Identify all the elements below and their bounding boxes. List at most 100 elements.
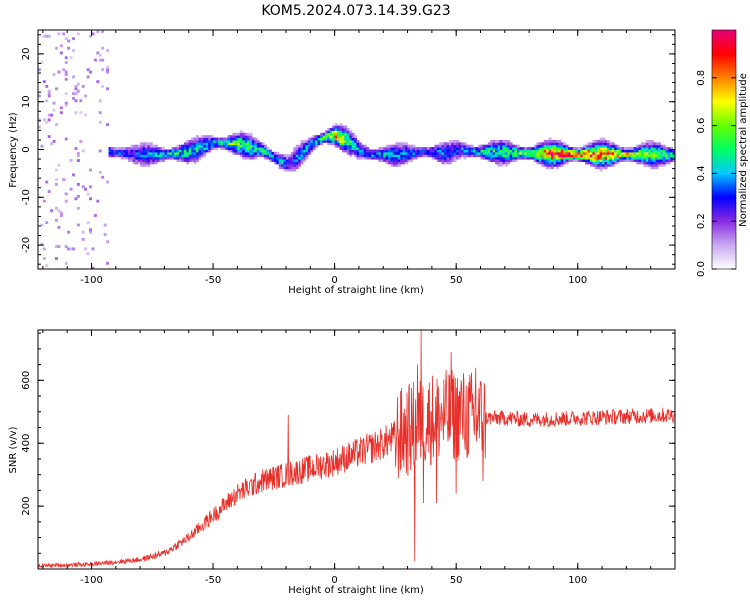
heatmap-cell — [203, 144, 207, 148]
heatmap-cell — [383, 154, 387, 158]
heatmap-cell — [650, 147, 654, 150]
heatmap-cell — [631, 149, 635, 153]
heatmap-cell — [327, 127, 331, 131]
heatmap-cell — [657, 159, 661, 162]
heatmap-cell — [616, 144, 620, 148]
heatmap-cell — [346, 144, 350, 148]
heatmap-cell — [631, 151, 635, 155]
heatmap-cell — [152, 159, 156, 162]
heatmap-cell — [395, 156, 399, 160]
heatmap-cell — [312, 147, 316, 150]
heatmap-cell — [621, 147, 625, 150]
heatmap-cell — [604, 156, 608, 160]
heatmap-cell — [198, 151, 202, 155]
heatmap-cell — [657, 149, 661, 153]
heatmap-cell — [303, 144, 306, 148]
heatmap-cell — [295, 151, 299, 155]
heatmap-cell — [176, 147, 180, 150]
heatmap-cell — [337, 127, 340, 131]
heatmap-cell — [329, 139, 333, 143]
heatmap-cell — [268, 151, 272, 155]
heatmap-cell — [300, 159, 304, 162]
heatmap-cell — [451, 159, 455, 162]
heatmap-cell — [602, 142, 605, 146]
heatmap-cell — [303, 159, 306, 162]
heatmap-cell — [395, 161, 399, 165]
heatmap-cell — [191, 147, 195, 150]
heatmap-cell — [655, 166, 659, 170]
heatmap-cell — [64, 245, 68, 248]
heatmap-cell — [546, 163, 550, 167]
heatmap-cell — [597, 166, 601, 170]
heatmap-cell — [72, 49, 75, 53]
heatmap-cell — [293, 151, 297, 155]
heatmap-cell — [512, 149, 516, 153]
heatmap-cell — [198, 144, 202, 148]
heatmap-cell — [205, 142, 209, 146]
heatmap-cell — [407, 147, 411, 150]
heatmap-cell — [441, 147, 445, 150]
heatmap-cell — [441, 154, 445, 158]
heatmap-cell — [322, 135, 326, 139]
heatmap-cell — [431, 156, 435, 160]
heatmap-cell — [203, 135, 207, 139]
heatmap-cell — [115, 154, 119, 158]
heatmap-cell — [533, 151, 537, 155]
heatmap-cell — [541, 161, 545, 165]
heatmap-cell — [346, 132, 350, 136]
heatmap-cell — [208, 142, 212, 146]
heatmap-cell — [504, 161, 508, 165]
heatmap-cell — [412, 151, 416, 155]
heatmap-cell — [575, 147, 579, 150]
heatmap-cell — [543, 147, 547, 150]
heatmap-cell — [565, 147, 569, 150]
heatmap-cell — [529, 156, 533, 160]
heatmap-cell — [533, 159, 537, 162]
heatmap-cell — [368, 156, 372, 160]
heatmap-cell — [599, 159, 603, 162]
heatmap-cell — [439, 151, 443, 155]
heatmap-cell — [458, 156, 462, 160]
heatmap-cell — [636, 144, 640, 148]
heatmap-cell — [186, 142, 190, 146]
heatmap-cell — [135, 154, 139, 158]
heatmap-cell — [149, 144, 153, 148]
heatmap-cell — [193, 156, 197, 160]
heatmap-cell — [127, 154, 131, 158]
heatmap-cell — [405, 144, 409, 148]
heatmap-cell — [640, 161, 644, 165]
heatmap-cell — [558, 142, 562, 146]
heatmap-cell — [191, 139, 195, 143]
heatmap-cell — [45, 180, 49, 184]
heatmap-cell — [497, 159, 501, 162]
heatmap-cell — [482, 156, 486, 160]
heatmap-cell — [602, 139, 605, 143]
heatmap-cell — [251, 139, 255, 143]
heatmap-cell — [110, 149, 114, 153]
heatmap-cell — [643, 163, 647, 167]
heatmap-cell — [339, 147, 343, 150]
heatmap-cell — [120, 147, 124, 150]
heatmap-cell — [465, 147, 469, 150]
heatmap-cell — [643, 156, 647, 160]
heatmap-cell — [643, 144, 647, 148]
heatmap-cell — [169, 151, 173, 155]
heatmap-cell — [558, 149, 562, 153]
heatmap-cell — [249, 154, 253, 158]
heatmap-cell — [446, 147, 450, 150]
heatmap-cell — [261, 151, 265, 155]
heatmap-cell — [55, 257, 58, 260]
heatmap-cell — [242, 151, 246, 155]
heatmap-cell — [249, 139, 253, 143]
heatmap-cell — [349, 154, 353, 158]
heatmap-cell — [497, 154, 501, 158]
heatmap-cell — [344, 137, 348, 141]
heatmap-cell — [611, 151, 615, 155]
heatmap-cell — [247, 144, 251, 148]
heatmap-cell — [344, 132, 348, 136]
heatmap-cell — [327, 142, 331, 146]
heatmap-cell — [356, 142, 360, 146]
heatmap-cell — [188, 147, 192, 150]
heatmap-cell — [657, 144, 661, 148]
heatmap-cell — [543, 156, 547, 160]
